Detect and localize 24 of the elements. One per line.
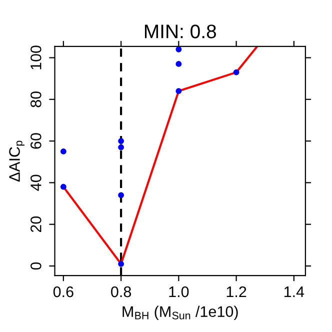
point [118,192,124,198]
x-tick-label: 0.6 [53,286,74,298]
y-tick-label: 60 [30,133,42,149]
point [176,88,182,94]
x-tick-label: 1.4 [284,286,304,298]
point [118,144,124,150]
point [176,61,182,67]
point [60,184,66,190]
x-tick-label: 1.0 [169,286,189,298]
x-axis-title: M$_{BH}$ (M$_{Sun}$ /1e10) [122,306,238,320]
y-tick-label: 0 [30,262,42,270]
y-axis-title: ΔAIC$_{p}$ [9,140,24,182]
x-tick-label: 1.2 [226,286,246,298]
y-tick-label: 20 [30,216,42,232]
chart-title: MIN: 0.8 [144,24,216,38]
y-tick-label: 40 [30,174,42,191]
y-tick-label: 100 [30,46,42,70]
x-tick-label: 0.8 [111,286,131,298]
point [118,260,124,267]
point [176,46,182,52]
point [60,148,66,154]
point [233,69,240,76]
y-tick-label: 80 [30,91,42,108]
point [118,138,124,144]
